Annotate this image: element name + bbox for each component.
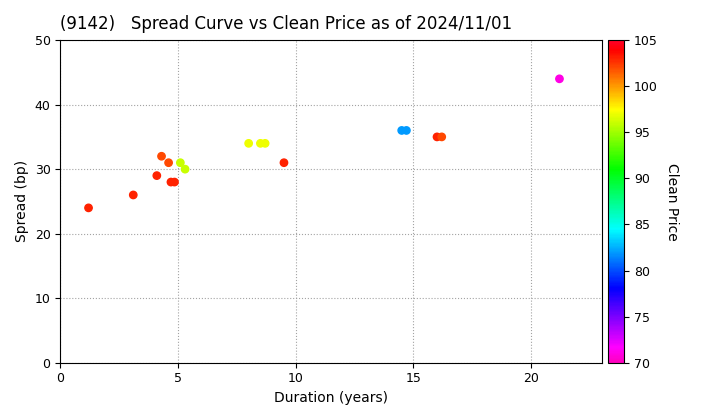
Point: [127, 192, 139, 198]
Point: [165, 178, 176, 185]
Point: [436, 134, 448, 140]
Point: [278, 159, 289, 166]
X-axis label: Duration (years): Duration (years): [274, 391, 388, 405]
Text: (9142)   Spread Curve vs Clean Price as of 2024/11/01: (9142) Spread Curve vs Clean Price as of…: [60, 15, 513, 33]
Point: [255, 140, 266, 147]
Point: [400, 127, 412, 134]
Point: [396, 127, 408, 134]
Point: [179, 166, 191, 173]
Y-axis label: Clean Price: Clean Price: [665, 163, 679, 240]
Point: [163, 159, 174, 166]
Point: [431, 134, 443, 140]
Point: [175, 159, 186, 166]
Point: [156, 153, 167, 160]
Point: [83, 205, 94, 211]
Point: [168, 178, 180, 185]
Point: [151, 172, 163, 179]
Point: [243, 140, 254, 147]
Point: [554, 76, 565, 82]
Y-axis label: Spread (bp): Spread (bp): [15, 160, 29, 242]
Point: [259, 140, 271, 147]
